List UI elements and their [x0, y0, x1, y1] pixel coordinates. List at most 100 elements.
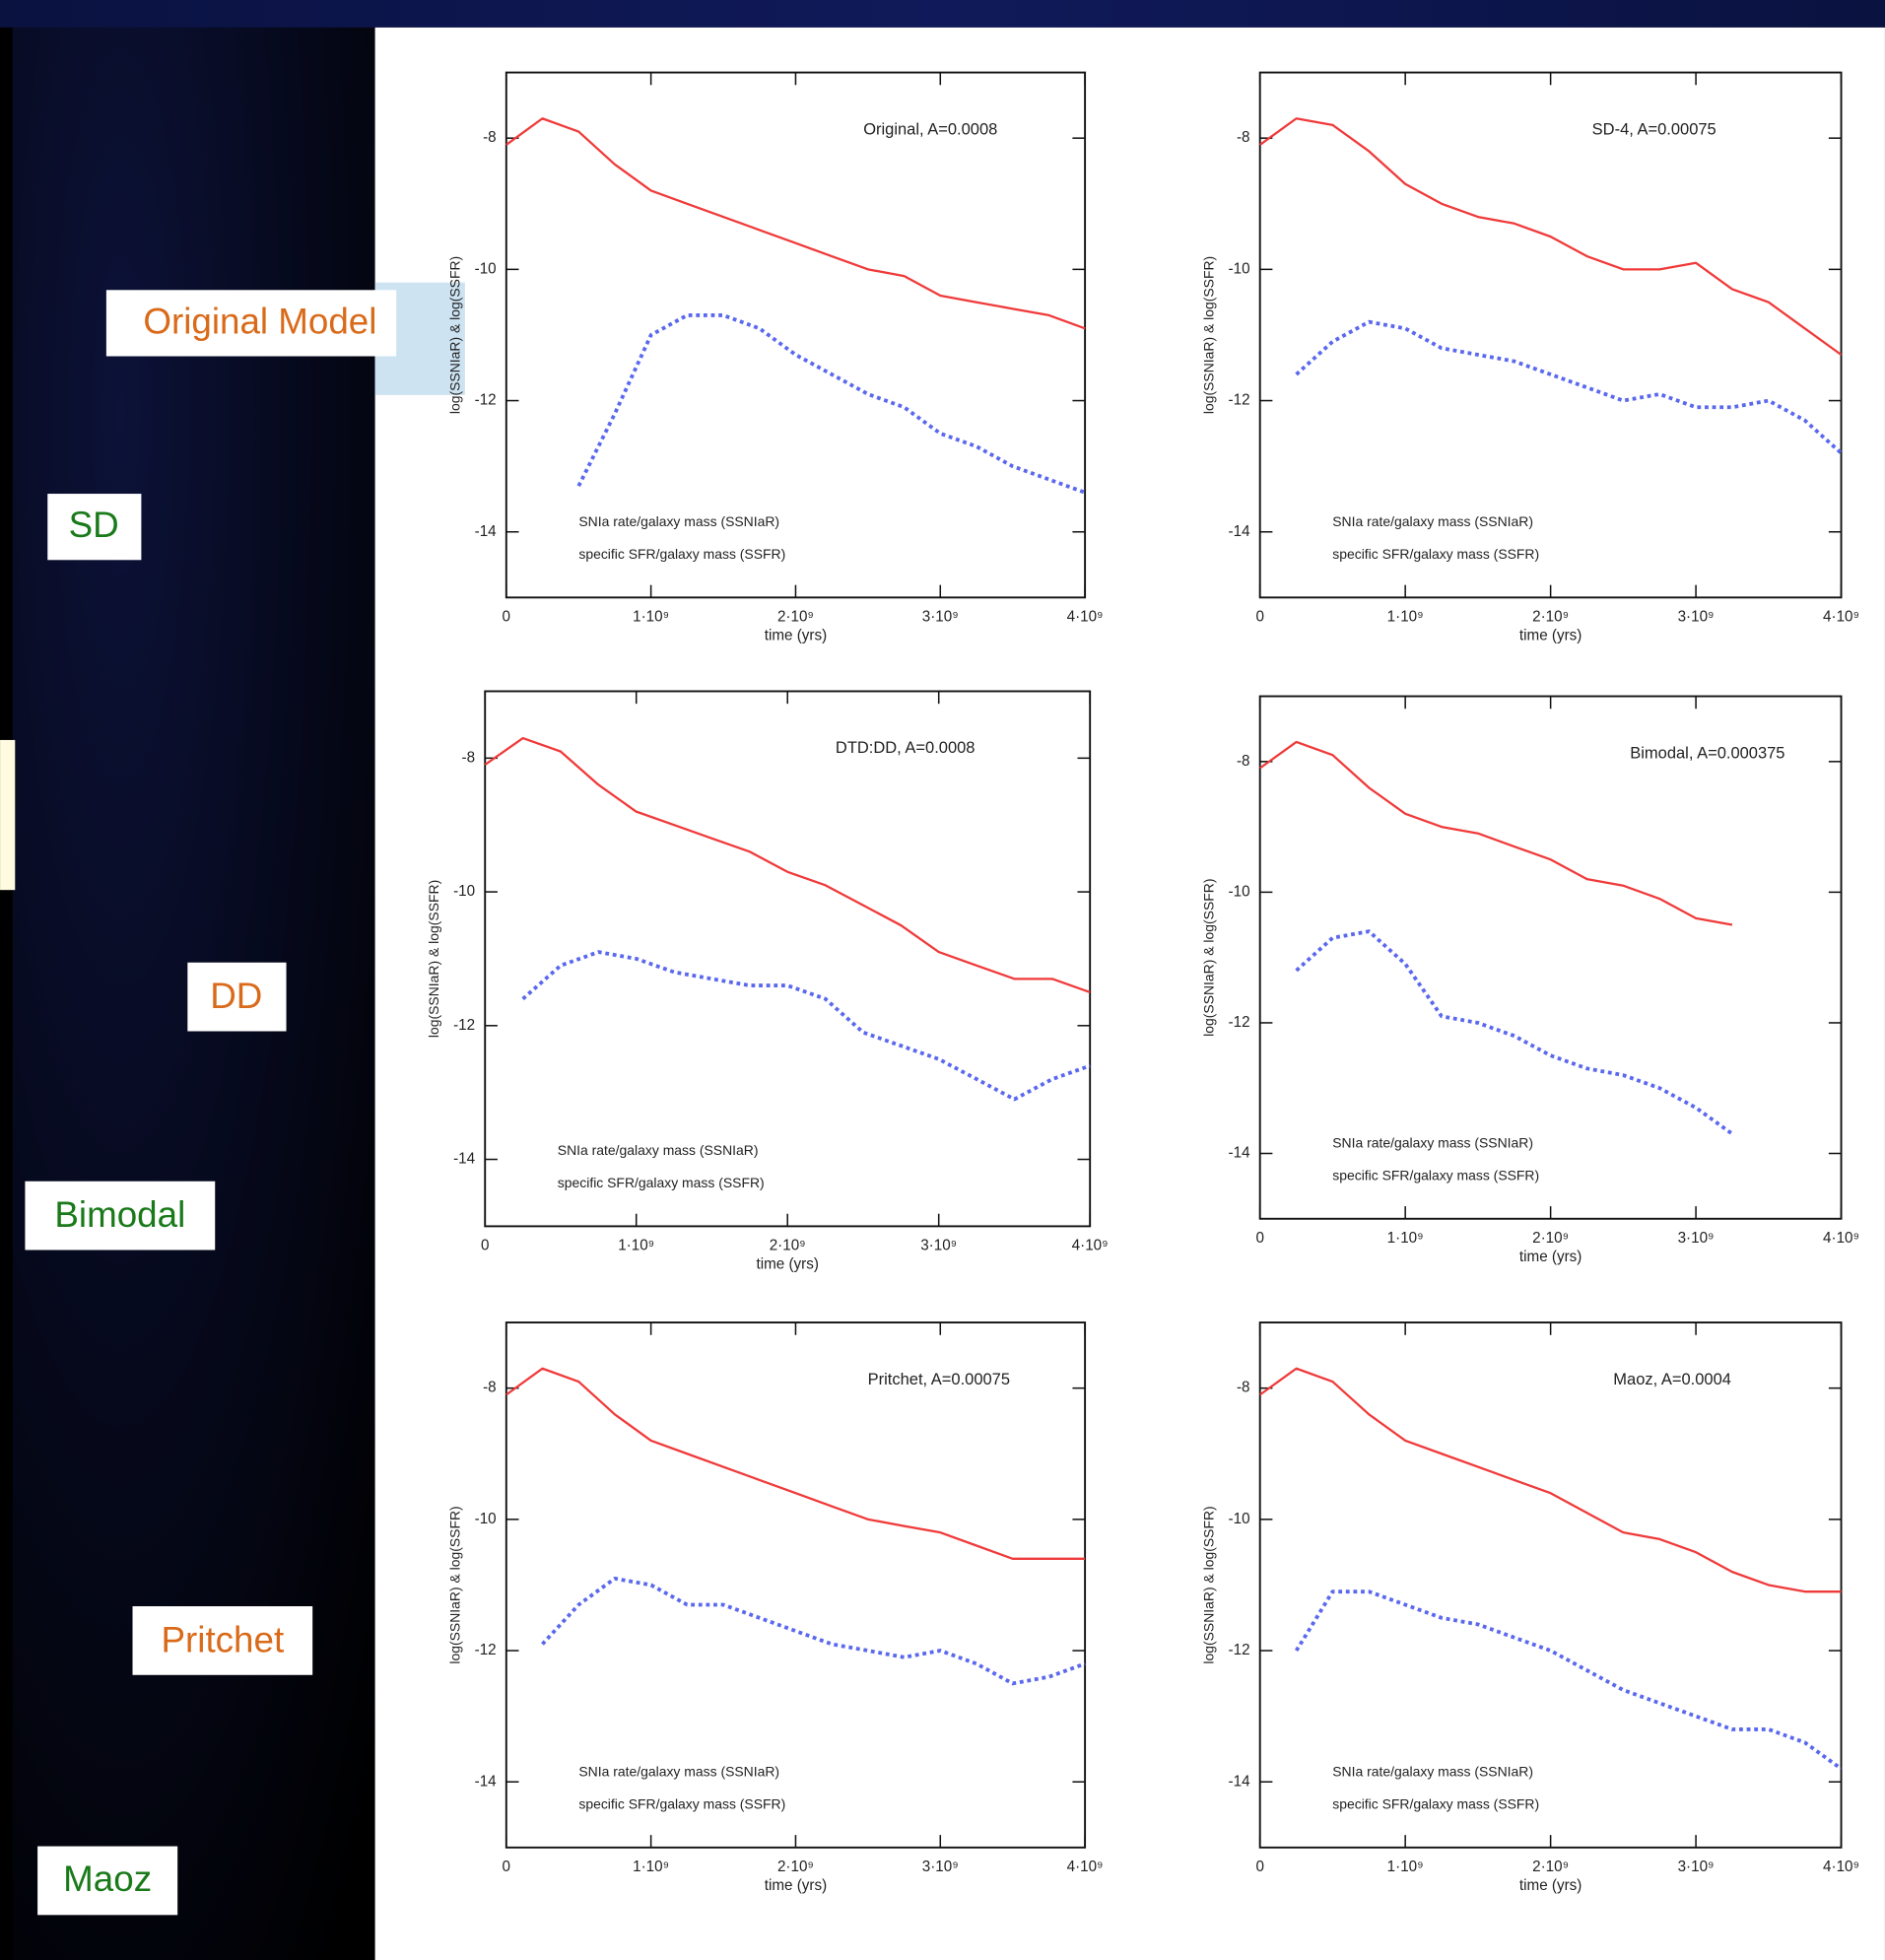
x-axis-label: time (yrs) — [1519, 1877, 1582, 1894]
y-tick-label: -8 — [483, 1380, 497, 1396]
y-tick-label: -12 — [1229, 392, 1250, 409]
x-tick-label: 3·10⁹ — [1678, 1230, 1715, 1247]
x-tick-label: 4·10⁹ — [1823, 1859, 1859, 1875]
y-tick-label: -8 — [1237, 1380, 1250, 1396]
y-tick-label: -12 — [475, 392, 497, 409]
data-line — [1295, 929, 1734, 1136]
y-tick-label: -14 — [475, 523, 498, 540]
chart-title: DTD:DD, A=0.0008 — [836, 739, 976, 757]
x-axis-label: time (yrs) — [1519, 1249, 1582, 1265]
y-tick-label: -10 — [1229, 1511, 1250, 1527]
x-axis-label: time (yrs) — [1519, 628, 1582, 644]
x-tick-label: 3·10⁹ — [922, 1859, 959, 1875]
label-box — [47, 494, 142, 561]
label-box — [105, 290, 397, 357]
charts: -8 -10 -12 -14 0 1·10⁹ 2·10⁹ 3·10⁹ 4·10⁹ time (yr… — [426, 71, 1859, 1894]
data-line — [484, 736, 1091, 994]
y-tick-label: -12 — [453, 1017, 475, 1034]
x-tick-label: 2·10⁹ — [770, 1238, 806, 1254]
data-line — [541, 1576, 1086, 1686]
legend-entry: specific SFR/galaxy mass (SSFR) — [558, 1175, 765, 1190]
x-tick-label: 1·10⁹ — [633, 609, 669, 626]
x-tick-label: 2·10⁹ — [777, 1859, 814, 1875]
y-tick-label: -14 — [475, 1773, 498, 1790]
x-tick-label: 2·10⁹ — [1532, 609, 1569, 626]
legend-entry: specific SFR/galaxy mass (SSFR) — [578, 1795, 785, 1811]
x-tick-label: 2·10⁹ — [777, 609, 814, 626]
x-tick-label: 1·10⁹ — [1387, 609, 1424, 626]
x-tick-label: 0 — [1255, 1230, 1263, 1247]
y-tick-label: -14 — [1229, 1145, 1251, 1162]
side-label: SD — [69, 505, 119, 545]
data-line — [1259, 1367, 1842, 1593]
x-axis-label: time (yrs) — [765, 1877, 827, 1894]
chart-title: Maoz, A=0.0004 — [1613, 1371, 1731, 1388]
chart: -8 -10 -12 -14 0 1·10⁹ 2·10⁹ 3·10⁹ 4·10⁹ time (yr… — [1201, 695, 1859, 1265]
y-axis-label: log(SSNIaR) & log(SSFR) — [1201, 1506, 1217, 1663]
chart: -8 -10 -12 -14 0 1·10⁹ 2·10⁹ 3·10⁹ 4·10⁹ time (yr… — [447, 1321, 1104, 1894]
x-tick-label: 0 — [1255, 609, 1263, 626]
side-marker — [0, 739, 16, 891]
y-tick-label: -10 — [453, 883, 475, 900]
data-line — [521, 950, 1091, 1102]
x-tick-label: 0 — [503, 1859, 510, 1875]
x-tick-label: 1·10⁹ — [1387, 1230, 1424, 1247]
top-band — [0, 0, 1885, 28]
data-line — [1295, 319, 1843, 455]
x-axis-label: time (yrs) — [765, 628, 827, 644]
y-tick-label: -14 — [453, 1151, 476, 1168]
y-tick-label: -14 — [1229, 523, 1251, 540]
y-tick-label: -10 — [1229, 883, 1250, 900]
x-axis-label: time (yrs) — [757, 1256, 819, 1273]
chart-title: Pritchet, A=0.00075 — [868, 1371, 1010, 1388]
y-tick-label: -8 — [483, 129, 497, 146]
legend-entry: SNIa rate/galaxy mass (SSNIaR) — [578, 1763, 779, 1779]
legend-entry: specific SFR/galaxy mass (SSFR) — [1332, 1795, 1539, 1811]
x-tick-label: 4·10⁹ — [1067, 609, 1104, 626]
y-tick-label: -10 — [475, 260, 497, 277]
x-tick-label: 0 — [481, 1238, 489, 1254]
x-tick-label: 4·10⁹ — [1072, 1238, 1109, 1254]
data-line — [1259, 740, 1733, 926]
y-tick-label: -14 — [1229, 1773, 1251, 1790]
legend-entry: specific SFR/galaxy mass (SSFR) — [1332, 546, 1539, 562]
data-line — [505, 1367, 1086, 1560]
chart: -8 -10 -12 -14 0 1·10⁹ 2·10⁹ 3·10⁹ 4·10⁹ time (yr… — [1201, 1321, 1859, 1894]
y-axis-label: log(SSNIaR) & log(SSFR) — [1201, 256, 1217, 414]
legend-entry: SNIa rate/galaxy mass (SSNIaR) — [578, 513, 779, 529]
data-line — [1259, 117, 1843, 356]
chart-title: Bimodal, A=0.000375 — [1630, 744, 1784, 762]
chart-title: SD-4, A=0.00075 — [1592, 120, 1717, 138]
y-axis-label: log(SSNIaR) & log(SSFR) — [447, 256, 463, 414]
y-tick-label: -8 — [1237, 129, 1250, 146]
x-tick-label: 1·10⁹ — [1387, 1859, 1424, 1875]
x-tick-label: 2·10⁹ — [1532, 1230, 1569, 1247]
x-tick-label: 0 — [1255, 1859, 1263, 1875]
data-line — [576, 313, 1086, 495]
legend-entry: SNIa rate/galaxy mass (SSNIaR) — [1332, 1134, 1533, 1150]
x-tick-label: 4·10⁹ — [1823, 609, 1859, 626]
chart-title: Original, A=0.0008 — [863, 120, 997, 138]
x-tick-label: 3·10⁹ — [1678, 1859, 1715, 1875]
x-tick-label: 2·10⁹ — [1532, 1859, 1569, 1875]
side-label: Bimodal — [54, 1194, 185, 1235]
chart: -8 -10 -12 -14 0 1·10⁹ 2·10⁹ 3·10⁹ 4·10⁹ time (yr… — [447, 71, 1104, 644]
legend-entry: SNIa rate/galaxy mass (SSNIaR) — [1332, 1763, 1533, 1779]
legend-entry: specific SFR/galaxy mass (SSFR) — [578, 546, 785, 562]
legend-entry: SNIa rate/galaxy mass (SSNIaR) — [1332, 513, 1533, 529]
y-tick-label: -10 — [475, 1511, 497, 1527]
y-axis-label: log(SSNIaR) & log(SSFR) — [426, 880, 441, 1038]
y-tick-label: -12 — [1229, 1642, 1250, 1658]
chart: -8 -10 -12 -14 0 1·10⁹ 2·10⁹ 3·10⁹ 4·10⁹ time (yr… — [426, 690, 1109, 1273]
x-tick-label: 0 — [503, 609, 510, 626]
legend-entry: SNIa rate/galaxy mass (SSNIaR) — [558, 1142, 759, 1158]
x-tick-label: 3·10⁹ — [922, 609, 959, 626]
y-axis-label: log(SSNIaR) & log(SSFR) — [447, 1506, 463, 1663]
chart: -8 -10 -12 -14 0 1·10⁹ 2·10⁹ 3·10⁹ 4·10⁹ time (yr… — [1201, 71, 1859, 644]
label-box — [25, 1181, 216, 1250]
side-label: Pritchet — [162, 1620, 285, 1660]
side-label: Original Model — [143, 301, 376, 341]
x-tick-label: 3·10⁹ — [920, 1238, 957, 1254]
